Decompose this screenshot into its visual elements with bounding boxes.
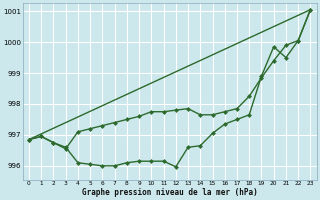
X-axis label: Graphe pression niveau de la mer (hPa): Graphe pression niveau de la mer (hPa) xyxy=(82,188,258,197)
